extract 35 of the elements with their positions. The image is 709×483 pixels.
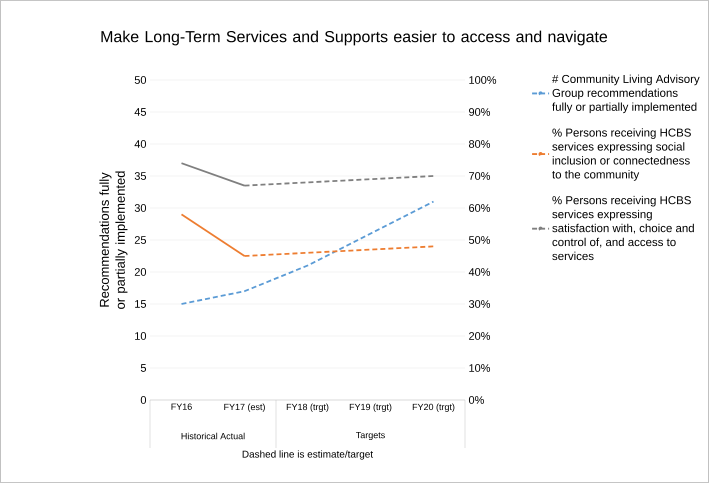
y-tick-label: 25 <box>134 236 146 244</box>
y-tick-label: 5 <box>140 364 146 372</box>
y-tick-label: 35 <box>134 172 146 180</box>
legend-label: % Persons receiving HCBS services expressing social inclusion or connectedness to the community <box>552 128 691 181</box>
y-tick-label: 0 <box>140 396 146 404</box>
y-tick-label: 50 <box>134 76 146 84</box>
text: Targets <box>356 432 385 440</box>
y2-tick-label: 70% <box>469 172 490 180</box>
text: Historical Actual <box>182 432 245 440</box>
x-tick-label: FY17 (est) <box>224 404 265 412</box>
y2-tick-label: 50% <box>468 236 490 244</box>
y-tick-label: 15 <box>135 300 146 308</box>
y-tick-label: 40 <box>134 140 146 148</box>
x-tick-label: FY20 (trgt) <box>412 404 454 412</box>
chart-title: Make Long-Term Services and Supports easier to access and navigate <box>101 30 608 46</box>
y2-tick-label: 10% <box>469 364 490 372</box>
y2-tick-label: 90% <box>469 108 490 116</box>
y2-tick-label: 100% <box>469 76 496 84</box>
x-tick-label: FY18 (trgt) <box>286 404 328 412</box>
legend-label: % Persons receiving HCBS services expressing satisfaction with, choice and control of, and access to services <box>552 196 694 260</box>
y2-tick-label: 20% <box>469 332 490 340</box>
y-tick-label: 45 <box>134 108 146 116</box>
y2-tick-label: 40% <box>468 268 490 276</box>
y2-tick-label: 60% <box>469 204 490 212</box>
y-tick-label: 20 <box>134 268 146 276</box>
y2-tick-label: 80% <box>468 140 490 148</box>
text: Dashed line is estimate/target <box>242 450 374 460</box>
legend-label: # Community Living Advisory Group recommendations fully or partially implemented <box>552 74 700 114</box>
x-tick-label: FY19 (trgt) <box>350 404 392 412</box>
y-axis-title: Recommendations fully or partially implemented <box>99 171 128 309</box>
y2-tick-label: 0% <box>468 396 484 404</box>
y-tick-label: 10 <box>135 332 146 340</box>
x-tick-label: FY16 <box>172 404 192 410</box>
y2-tick-label: 30% <box>468 300 490 308</box>
y-tick-label: 30 <box>134 204 146 212</box>
